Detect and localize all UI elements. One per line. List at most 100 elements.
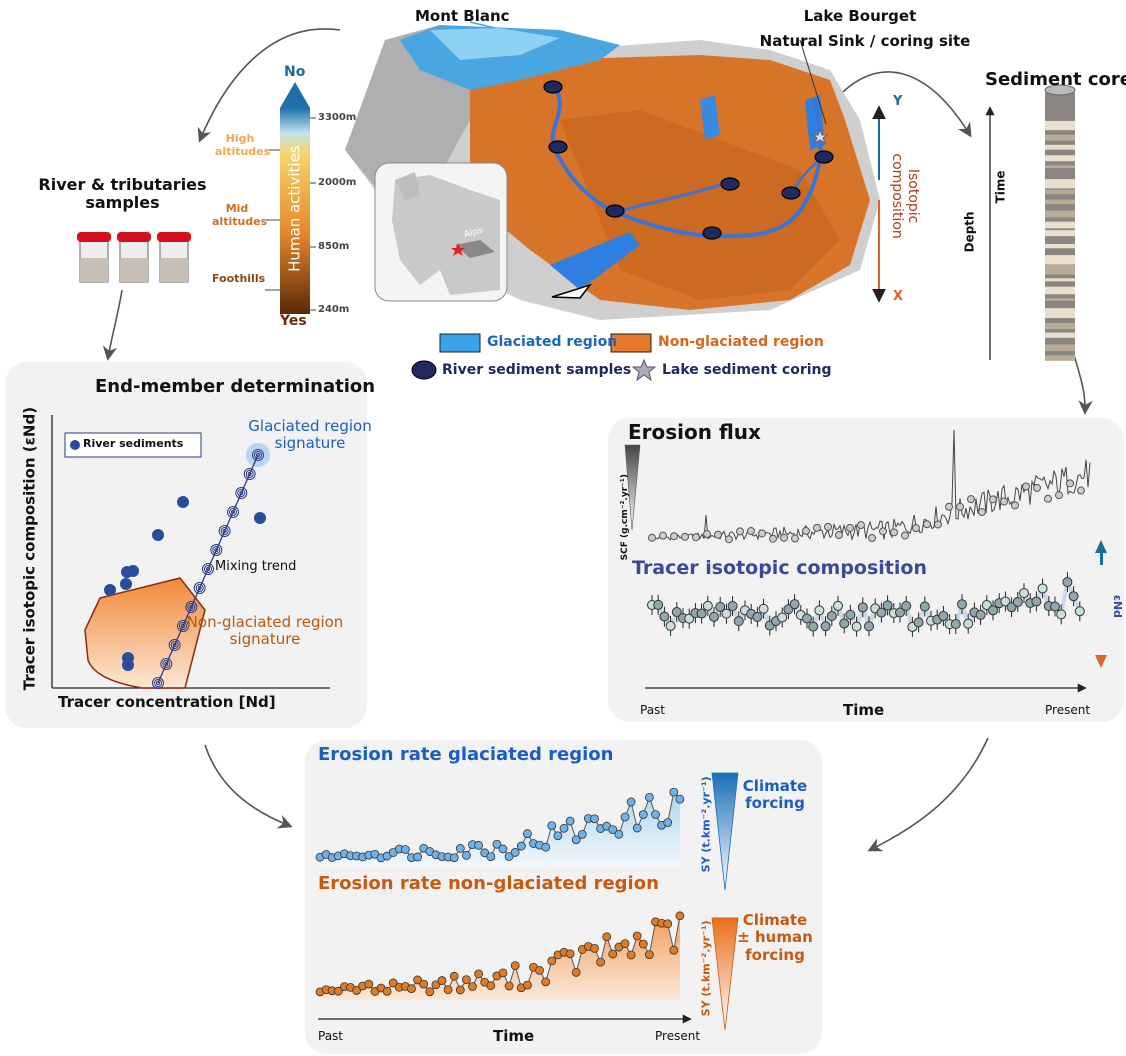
illustrative-point	[1069, 592, 1078, 601]
illustrative-point	[511, 848, 519, 856]
illustrative-point	[664, 818, 672, 826]
core-band	[1045, 355, 1075, 361]
zone-label: Foothills	[212, 273, 265, 286]
illustrative-point	[858, 603, 867, 612]
illustrative-point	[542, 843, 550, 851]
illustrative-point	[523, 830, 531, 838]
illustrative-point	[836, 531, 843, 538]
core-band	[1045, 190, 1075, 194]
illustrative-point	[693, 534, 700, 541]
axis-label: SY (t.km⁻².yr⁻¹)	[701, 769, 714, 879]
illustrative-point	[726, 536, 733, 543]
illustrative-point	[609, 950, 617, 958]
core-band	[1045, 323, 1075, 329]
axis-label: Time	[493, 1028, 534, 1045]
illustrative-point	[499, 969, 507, 977]
illustrative-point	[645, 951, 653, 959]
illustrative-point	[1013, 597, 1022, 606]
elevation-label: 240m	[318, 304, 349, 316]
illustrative-point	[964, 619, 973, 628]
core-band	[1045, 145, 1075, 150]
core-band	[1045, 179, 1075, 188]
illustrative-point	[913, 525, 920, 532]
illustrative-point	[383, 987, 391, 995]
illustrative-point	[734, 617, 743, 626]
illustrative-point	[542, 978, 550, 986]
artwork	[0, 0, 1126, 1056]
core-band	[1045, 135, 1075, 141]
illustrative-point	[682, 533, 689, 540]
illustrative-point	[951, 620, 960, 629]
illustrative-point	[426, 988, 434, 996]
illustrative-point	[627, 951, 635, 959]
illustrative-point	[670, 946, 678, 954]
illustrative-point	[414, 853, 422, 861]
illustrative-point	[803, 527, 810, 534]
illustrative-point	[748, 528, 755, 535]
illustrative-point	[548, 822, 556, 830]
illustrative-point	[946, 503, 953, 510]
illustrative-point	[710, 612, 719, 621]
illustrative-point	[815, 606, 824, 615]
axis-label: Present	[655, 1030, 700, 1044]
illustrative-point	[450, 854, 458, 862]
illustrative-point	[1045, 495, 1052, 502]
label: Sediment core	[985, 70, 1126, 91]
illustrative-point	[566, 817, 574, 825]
core-band	[1045, 165, 1075, 168]
axis-label: Tracer isotopic composition (εNd)	[21, 404, 38, 694]
illustrative-point	[1020, 589, 1029, 598]
illustrative-point	[660, 612, 669, 621]
illustrative-point	[633, 932, 641, 940]
elevation-label: 2000m	[318, 177, 356, 189]
figure: Mont Blanc Lake Bourget Natural Sink / c…	[0, 0, 1126, 1056]
illustrative-point	[666, 621, 675, 630]
illustrative-point	[660, 532, 667, 539]
illustrative-point	[104, 584, 116, 596]
label: Depth	[964, 211, 978, 252]
illustrative-point	[152, 529, 164, 541]
zone-label: Mid altitudes	[212, 203, 262, 228]
panel-title: Tracer isotopic composition	[632, 558, 927, 580]
illustrative-point	[1034, 484, 1041, 491]
illustrative-point	[715, 531, 722, 538]
illustrative-point	[914, 618, 923, 627]
illustrative-point	[1032, 597, 1041, 606]
illustrative-point	[1038, 584, 1047, 593]
label: Time	[995, 170, 1009, 203]
illustrative-point	[968, 496, 975, 503]
illustrative-point	[456, 844, 464, 852]
core-band	[1045, 211, 1075, 218]
illustrative-point	[523, 981, 531, 989]
inset-map	[375, 163, 507, 301]
illustrative-point	[778, 613, 787, 622]
panel-title: Erosion rate non-glaciated region	[318, 874, 659, 895]
illustrative-point	[676, 912, 684, 920]
illustrative-point	[1023, 483, 1030, 490]
axis-label: Time	[843, 702, 884, 719]
illustrative-point	[939, 611, 948, 620]
illustrative-point	[621, 813, 629, 821]
illustrative-point	[790, 600, 799, 609]
illustrative-point	[652, 810, 660, 818]
illustrative-point	[177, 496, 189, 508]
axis-label: X	[893, 290, 903, 305]
illustrative-point	[627, 798, 635, 806]
label: Mont Blanc	[415, 8, 510, 25]
illustrative-point	[517, 842, 525, 850]
legend-label: River sediment samples	[442, 362, 631, 378]
illustrative-point	[958, 600, 967, 609]
illustrative-point	[1057, 610, 1066, 619]
axis-label: Past	[640, 704, 665, 718]
illustrative-point	[438, 977, 446, 985]
label: No	[284, 64, 305, 80]
sediment-core	[990, 85, 1075, 361]
axis-label: Y	[893, 95, 902, 110]
illustrative-point	[469, 982, 477, 990]
zone-label: High altitudes	[215, 133, 265, 158]
illustrative-point	[846, 610, 855, 619]
illustrative-point	[858, 522, 865, 529]
illustrative-point	[127, 565, 139, 577]
illustrative-point	[408, 985, 416, 993]
illustrative-point	[639, 810, 647, 818]
